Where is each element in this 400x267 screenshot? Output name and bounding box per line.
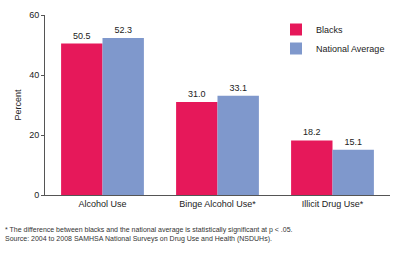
svg-text:0: 0 bbox=[34, 190, 39, 200]
svg-text:33.1: 33.1 bbox=[229, 83, 247, 93]
svg-text:31.0: 31.0 bbox=[188, 89, 206, 99]
svg-text:Illicit Drug Use*: Illicit Drug Use* bbox=[302, 199, 364, 209]
svg-text:National Average: National Average bbox=[316, 44, 384, 54]
svg-text:20: 20 bbox=[29, 130, 39, 140]
svg-text:18.2: 18.2 bbox=[303, 127, 321, 137]
svg-text:52.3: 52.3 bbox=[114, 25, 132, 35]
svg-text:Percent: Percent bbox=[13, 89, 23, 121]
svg-text:15.1: 15.1 bbox=[344, 137, 362, 147]
svg-text:Binge Alcohol Use*: Binge Alcohol Use* bbox=[179, 199, 256, 209]
svg-text:Alcohol Use: Alcohol Use bbox=[78, 199, 126, 209]
svg-text:* The difference between black: * The difference between blacks and the … bbox=[5, 226, 293, 243]
svg-text:Blacks: Blacks bbox=[316, 25, 343, 35]
svg-text:60: 60 bbox=[29, 10, 39, 20]
svg-text:40: 40 bbox=[29, 70, 39, 80]
svg-text:50.5: 50.5 bbox=[73, 31, 91, 41]
